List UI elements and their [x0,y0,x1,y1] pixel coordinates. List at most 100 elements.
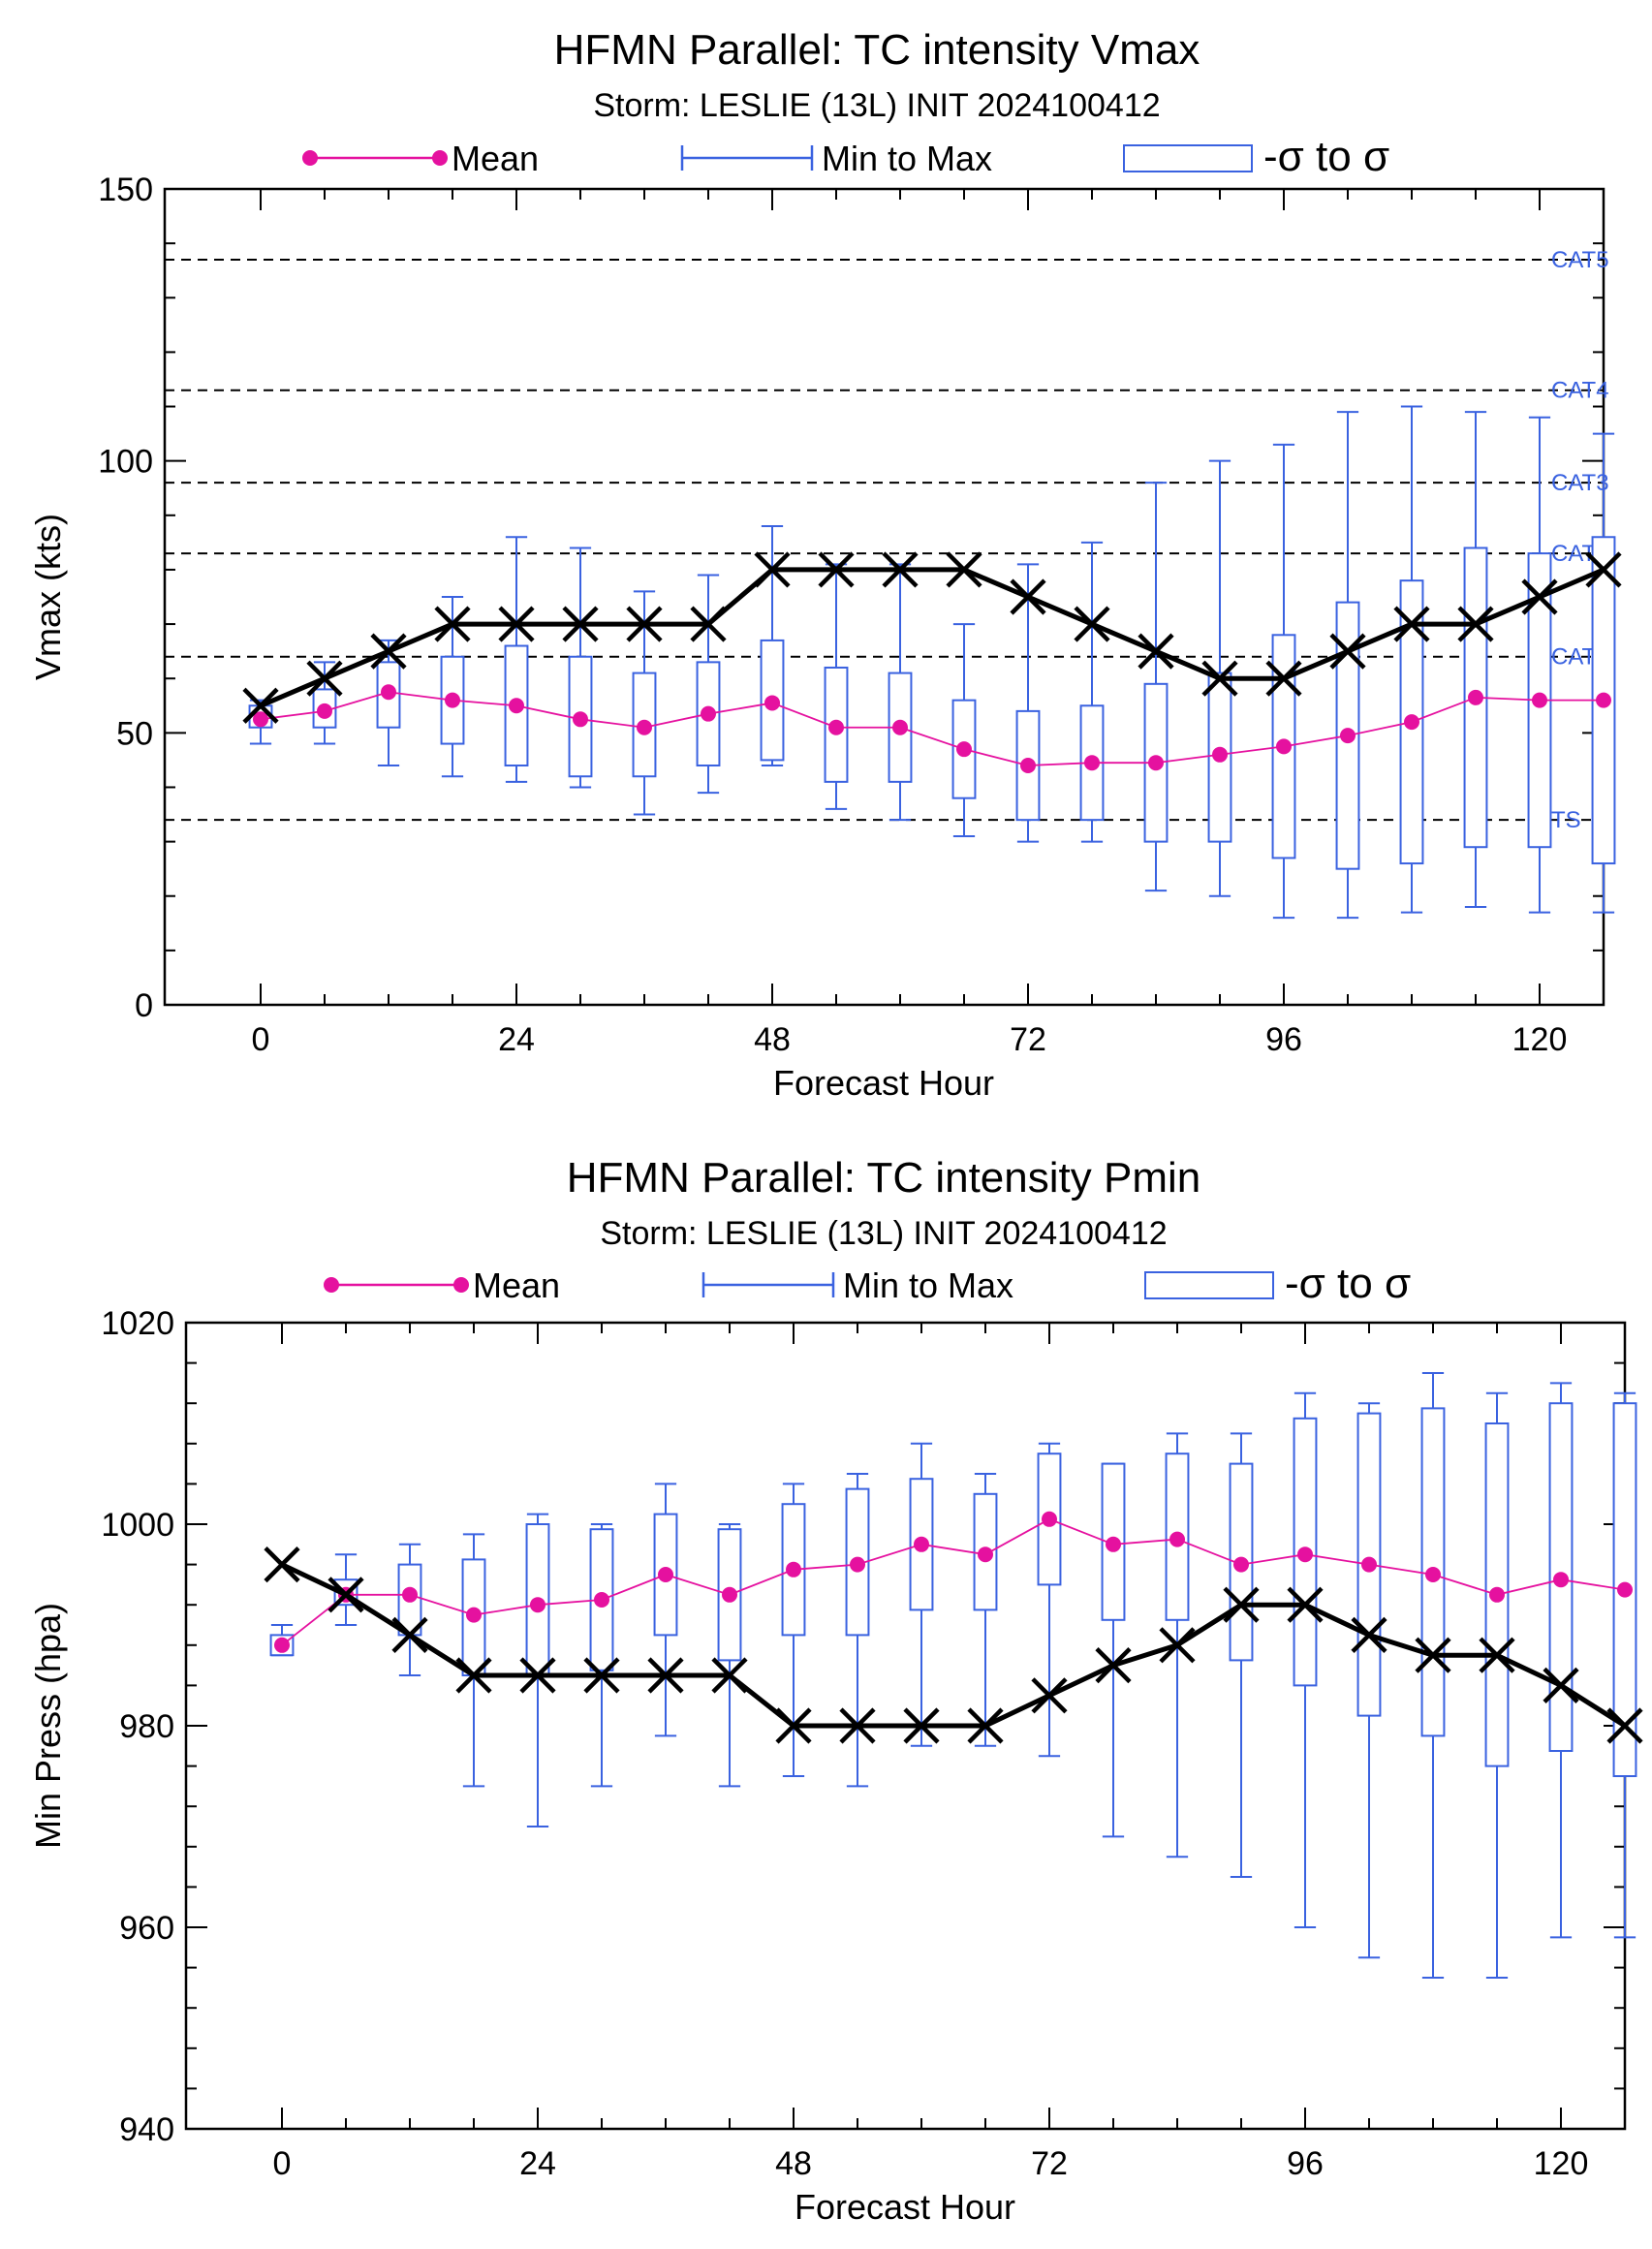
observed-point [647,1657,684,1694]
legend-label-sigma: -σ to σ [1263,133,1389,180]
x-tick-label: 24 [498,1021,535,1058]
mean-point [1297,1546,1313,1563]
mean-point [956,741,972,758]
mean-point [509,698,524,714]
observed-point [327,1577,364,1613]
observed-series [242,551,1622,724]
mean-point [274,1637,290,1653]
observed-point [562,606,599,642]
legend-label-mean: Mean [473,1265,560,1305]
mean-line [281,1517,1626,1646]
legend-label-mean: Mean [452,139,539,178]
mean-point [1468,689,1483,705]
y-tick-label: 0 [135,987,153,1024]
y-tick-label: 150 [98,172,153,208]
mean-point [1553,1572,1569,1588]
x-tick-label: 96 [1265,1021,1302,1058]
mean-point [850,1556,865,1573]
observed-line [260,567,1605,708]
y-tick-label: 960 [119,1910,174,1947]
mean-point [1617,1581,1633,1598]
mean-point [1361,1556,1377,1573]
chart-subtitle: Storm: LESLIE (13L) INIT 2024100412 [593,87,1160,124]
observed-point [1138,633,1174,670]
mean-point [594,1592,609,1608]
observed-point [391,1616,428,1653]
mean-point [1042,1511,1057,1527]
mean-point [445,692,460,708]
observed-point [1031,1677,1068,1714]
mean-point [317,703,332,719]
mean-point [637,719,652,735]
observed-point [455,1657,492,1694]
mean-point [1489,1586,1505,1603]
observed-point [434,606,471,642]
mean-point [722,1586,737,1603]
observed-point [1543,1667,1579,1703]
observed-point [1095,1647,1132,1684]
observed-point [242,687,279,724]
x-tick-label: 96 [1287,2145,1324,2182]
observed-point [1415,1637,1451,1673]
y-tick-label: 1000 [101,1507,174,1544]
mean-point [914,1536,929,1552]
observed-point [946,551,982,588]
x-tick-label: 72 [1010,1021,1046,1058]
x-tick-label: 24 [519,2145,556,2182]
legend-mean-marker [324,1277,339,1293]
y-tick-label: 940 [119,2111,174,2148]
mean-point [1084,755,1100,771]
x-axis-label: Forecast Hour [773,1063,994,1103]
observed-point [498,606,535,642]
mean-point [892,719,908,735]
observed-point [754,551,791,588]
x-tick-label: 0 [273,2145,292,2182]
mean-line [260,691,1604,766]
observed-point [1159,1627,1196,1664]
legend-sigma-box [1144,1271,1274,1299]
observed-point [775,1707,812,1744]
observed-point [1329,633,1366,670]
mean-point [764,695,780,711]
chart-title: HFMN Parallel: TC intensity Vmax [554,26,1200,74]
observed-point [1521,578,1558,615]
mean-point [1148,755,1164,771]
observed-point [306,660,343,697]
observed-point [711,1657,748,1694]
mean-point [786,1561,801,1577]
x-tick-label: 48 [754,1021,791,1058]
mean-point [381,684,396,701]
mean-point [1596,692,1611,708]
legend-mean-marker [432,150,448,166]
mean-series [274,1511,1633,1653]
observed-point [1393,606,1430,642]
mean-point [1425,1567,1441,1582]
mean-point [573,711,588,728]
chart-title: HFMN Parallel: TC intensity Pmin [567,1154,1200,1202]
vmax-panel: HFMN Parallel: TC intensity Vmax Storm: … [28,26,1622,1103]
observed-point [1223,1586,1260,1623]
mean-point [1233,1556,1249,1573]
mean-point [466,1607,482,1623]
mean-point [658,1567,673,1582]
observed-series [264,1546,1643,1744]
x-axis-label: Forecast Hour [795,2187,1015,2227]
x-tick-label: 120 [1512,1021,1568,1058]
observed-point [1010,578,1046,615]
mean-point [402,1586,418,1603]
mean-point [1106,1536,1121,1552]
legend-mean-marker [453,1277,469,1293]
reference-label: CAT5 [1551,247,1609,273]
observed-point [839,1707,876,1744]
sigma-boxes [269,1402,1637,1777]
y-tick-label: 50 [116,715,153,752]
chart-subtitle: Storm: LESLIE (13L) INIT 2024100412 [600,1215,1167,1252]
y-tick-label: 980 [119,1708,174,1745]
axes: 0 24 48 72 96 120 0 50 100 150 [98,172,1605,1058]
mean-point [1212,746,1228,763]
reference-label: TS [1551,807,1581,833]
legend-label-sigma: -σ to σ [1285,1260,1411,1307]
mean-point [1340,728,1356,744]
